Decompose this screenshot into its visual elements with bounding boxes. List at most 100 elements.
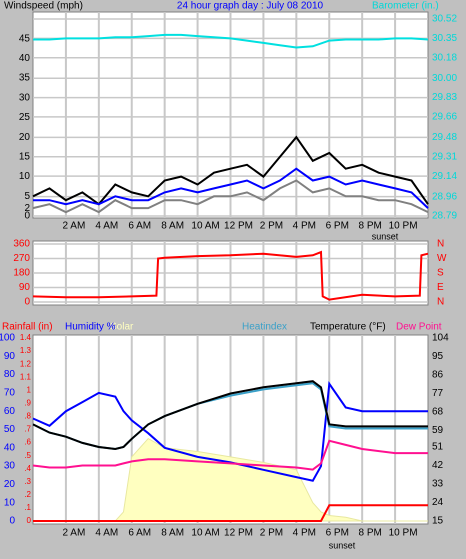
x-tick-label: 6 AM: [128, 221, 151, 232]
x-tick-label: 8 AM: [161, 221, 184, 232]
legend-entry: Dew Point: [396, 322, 442, 333]
y-tick-label: 180: [13, 268, 30, 279]
y2-tick-label: 104: [432, 333, 449, 344]
x-tick-label: 2 AM: [63, 528, 86, 539]
y2-tick-label: 29.48: [432, 132, 457, 143]
y2-tick-label: 42: [432, 460, 444, 471]
x-tick-label: 10 AM: [191, 221, 219, 232]
line: [33, 167, 429, 209]
y-tick-label: 0: [9, 516, 15, 527]
x-tick-label: 8 PM: [358, 528, 381, 539]
legend-entry: Heatindex: [242, 322, 287, 333]
y-tick-label: 15: [19, 152, 31, 163]
y-tick-label: 40: [19, 53, 31, 64]
x-tick-label: 6 AM: [128, 528, 151, 539]
x-tick-label: 8 PM: [358, 221, 381, 232]
y-tick-label: 360: [13, 239, 30, 250]
y3-tick-label: 1.2: [20, 359, 32, 368]
x-tick-label: 10 PM: [389, 528, 418, 539]
y2-tick-label: 24: [432, 497, 444, 508]
y3-tick-label: 1: [27, 385, 32, 394]
y3-tick-label: .5: [24, 451, 31, 460]
x-tick-label: 6 PM: [326, 528, 349, 539]
y2-tick-label: N: [437, 239, 444, 250]
x-tick-label: 4 PM: [293, 528, 316, 539]
y-tick-label: 25: [19, 112, 31, 123]
y3-tick-label: .9: [24, 398, 31, 407]
y-tick-label: 80: [4, 369, 16, 380]
y-tick-label: 20: [19, 132, 31, 143]
y-tick-label: 10: [4, 497, 16, 508]
y3-tick-label: .8: [24, 412, 31, 421]
y-tick-label: 30: [4, 461, 16, 472]
y2-tick-label: 86: [432, 370, 444, 381]
y2-tick-label: 29.66: [432, 112, 457, 123]
y3-tick-label: .6: [24, 438, 31, 447]
y-tick-label: 45: [19, 33, 31, 44]
x-tick-label: 12 PM: [224, 528, 253, 539]
y-tick-label: 100: [0, 333, 15, 344]
y2-tick-label: 30.00: [432, 73, 457, 84]
y2-tick-label: E: [437, 282, 444, 293]
y2-tick-label: 29.14: [432, 171, 457, 182]
y2-tick-label: 15: [432, 516, 444, 527]
line: [32, 179, 429, 214]
y2-tick-label: N: [437, 297, 444, 308]
y2-axis-label: Barometer (in.): [372, 1, 439, 12]
y-tick-label: 40: [4, 442, 16, 453]
line: [33, 504, 428, 522]
y2-tick-label: 28.79: [432, 211, 457, 222]
x-tick-label: 4 PM: [293, 221, 316, 232]
y2-tick-label: 30.35: [432, 33, 457, 44]
y3-tick-label: .2: [24, 490, 31, 499]
x-tick-label: 12 PM: [224, 221, 253, 232]
line: [32, 380, 428, 451]
y-axis-label: Windspeed (mph): [4, 1, 83, 12]
x-tick-label: 6 PM: [326, 221, 349, 232]
y-tick-label: 90: [19, 282, 31, 293]
y-tick-label: 0: [24, 211, 30, 222]
y-tick-label: 35: [19, 73, 31, 84]
y2-tick-label: 28.96: [432, 191, 457, 202]
legend-entry: Temperature (°F): [310, 322, 386, 333]
line: [32, 380, 428, 482]
y3-tick-label: 1.1: [20, 372, 32, 381]
line: [33, 33, 429, 49]
y2-tick-label: 30.52: [432, 14, 457, 25]
y-tick-label: 2: [24, 203, 30, 214]
x-tick-label: 2 AM: [63, 221, 86, 232]
y3-tick-label: .3: [24, 477, 31, 486]
y-tick-label: 90: [4, 351, 16, 362]
y3-tick-label: .4: [24, 464, 31, 473]
y3-tick-label: 1.4: [20, 333, 32, 342]
legend-entry: Solar: [110, 322, 134, 333]
y-tick-label: 30: [19, 92, 31, 103]
y3-tick-label: .1: [24, 503, 31, 512]
y2-tick-label: 29.31: [432, 151, 457, 162]
y3-tick-label: 1.3: [20, 346, 32, 355]
y2-tick-label: W: [437, 253, 447, 264]
x-tick-label: 10 AM: [191, 528, 219, 539]
y-tick-label: 60: [4, 406, 16, 417]
x-tick-label: 2 PM: [260, 528, 283, 539]
x-tick-label: 2 PM: [260, 221, 283, 232]
y-tick-label: 70: [4, 388, 16, 399]
y-tick-label: 0: [24, 297, 30, 308]
y3-tick-label: .7: [24, 425, 31, 434]
y-tick-label: 5: [24, 191, 30, 202]
x-tick-label: 4 AM: [95, 221, 118, 232]
x-tick-label: 8 AM: [161, 528, 184, 539]
y2-tick-label: 59: [432, 425, 444, 436]
y-tick-label: 10: [19, 171, 31, 182]
line: [32, 439, 428, 471]
y2-tick-label: 30.18: [432, 52, 457, 63]
y-tick-label: 50: [4, 424, 16, 435]
annotation: sunset: [372, 231, 399, 241]
y2-tick-label: 29.83: [432, 92, 457, 103]
y2-tick-label: 51: [432, 442, 444, 453]
y2-tick-label: 95: [432, 351, 444, 362]
chart-title: 24 hour graph day : July 08 2010: [177, 1, 324, 12]
line: [32, 250, 429, 301]
